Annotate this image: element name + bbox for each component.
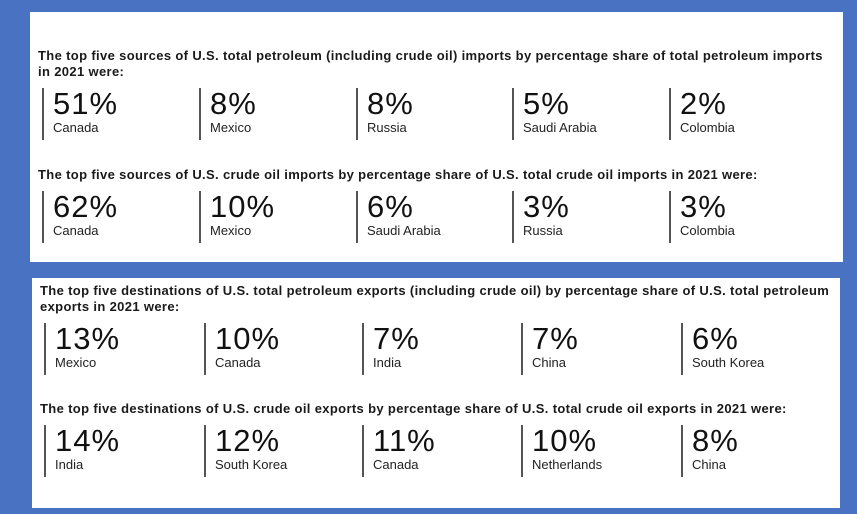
stat-label: Saudi Arabia — [523, 120, 597, 135]
section-heading: The top five destinations of U.S. total … — [40, 283, 830, 314]
stat-value: 12% — [215, 423, 281, 458]
stat: 13% Mexico — [44, 323, 120, 375]
panel: The top five destinations of U.S. total … — [32, 278, 840, 508]
stat-label: Saudi Arabia — [367, 223, 441, 238]
stat-value: 3% — [523, 189, 570, 224]
section-heading: The top five destinations of U.S. crude … — [40, 401, 787, 416]
stat-value: 2% — [680, 86, 727, 121]
stat-value: 11% — [373, 423, 436, 458]
stat-label: Colombia — [680, 223, 735, 238]
stat-label: Russia — [367, 120, 407, 135]
stat: 51% Canada — [42, 88, 118, 140]
stat-value: 51% — [53, 86, 119, 121]
stat-value: 62% — [53, 189, 119, 224]
section: The top five sources of U.S. total petro… — [38, 48, 835, 140]
stat-label: India — [55, 457, 84, 472]
stat-label: China — [532, 355, 566, 370]
stat-label: Mexico — [55, 355, 97, 370]
stat: 10% Mexico — [199, 191, 275, 243]
stat: 62% Canada — [42, 191, 118, 243]
stat-label: Canada — [215, 355, 261, 370]
stat-value: 7% — [532, 321, 579, 356]
section: The top five sources of U.S. crude oil i… — [38, 167, 835, 243]
section-heading: The top five sources of U.S. total petro… — [38, 48, 823, 79]
stat-value: 10% — [532, 423, 598, 458]
stat-label: China — [692, 457, 726, 472]
stat: 3% Russia — [512, 191, 570, 243]
stat-value: 7% — [373, 321, 420, 356]
stat-label: Netherlands — [532, 457, 603, 472]
stat-value: 14% — [55, 423, 121, 458]
stat-value: 5% — [523, 86, 570, 121]
stats-row: 62% Canada 10% Mexico 6% Saudi Arabia 3% Russia… — [38, 191, 835, 243]
stat-label: Canada — [53, 223, 99, 238]
stat: 6% South Korea — [681, 323, 764, 375]
panel: The top five sources of U.S. total petro… — [30, 12, 843, 262]
stat-value: 8% — [692, 423, 739, 458]
stat: 7% India — [362, 323, 420, 375]
section-heading: The top five sources of U.S. crude oil i… — [38, 167, 758, 182]
stat-value: 10% — [210, 189, 276, 224]
stat-label: Russia — [523, 223, 563, 238]
stat: 10% Canada — [204, 323, 280, 375]
stat: 2% Colombia — [669, 88, 735, 140]
stat: 7% China — [521, 323, 579, 375]
stats-row: 14% India 12% South Korea 11% Canada 10% Nether… — [40, 425, 832, 477]
stat-value: 13% — [55, 321, 121, 356]
stat-value: 8% — [210, 86, 257, 121]
section: The top five destinations of U.S. crude … — [40, 401, 832, 477]
stat-label: Colombia — [680, 120, 735, 135]
stat: 12% South Korea — [204, 425, 287, 477]
stat-value: 10% — [215, 321, 281, 356]
stat: 11% Canada — [362, 425, 436, 477]
stat-value: 6% — [692, 321, 739, 356]
stat: 6% Saudi Arabia — [356, 191, 441, 243]
stats-row: 13% Mexico 10% Canada 7% India 7% China 6% South … — [40, 323, 832, 375]
stats-row: 51% Canada 8% Mexico 8% Russia 5% Saudi Arabia 2… — [38, 88, 835, 140]
stat: 8% China — [681, 425, 739, 477]
stat: 14% India — [44, 425, 120, 477]
stat: 8% Mexico — [199, 88, 257, 140]
stat: 8% Russia — [356, 88, 414, 140]
section: The top five destinations of U.S. total … — [40, 283, 832, 375]
stat-value: 8% — [367, 86, 414, 121]
stat-label: Canada — [53, 120, 99, 135]
stat-label: South Korea — [692, 355, 765, 370]
stat-value: 6% — [367, 189, 414, 224]
stat-label: South Korea — [215, 457, 288, 472]
stat-label: Canada — [373, 457, 419, 472]
stat: 10% Netherlands — [521, 425, 602, 477]
stat-value: 3% — [680, 189, 727, 224]
stat-label: Mexico — [210, 120, 252, 135]
stat: 3% Colombia — [669, 191, 735, 243]
stat: 5% Saudi Arabia — [512, 88, 597, 140]
stat-label: Mexico — [210, 223, 252, 238]
stat-label: India — [373, 355, 402, 370]
